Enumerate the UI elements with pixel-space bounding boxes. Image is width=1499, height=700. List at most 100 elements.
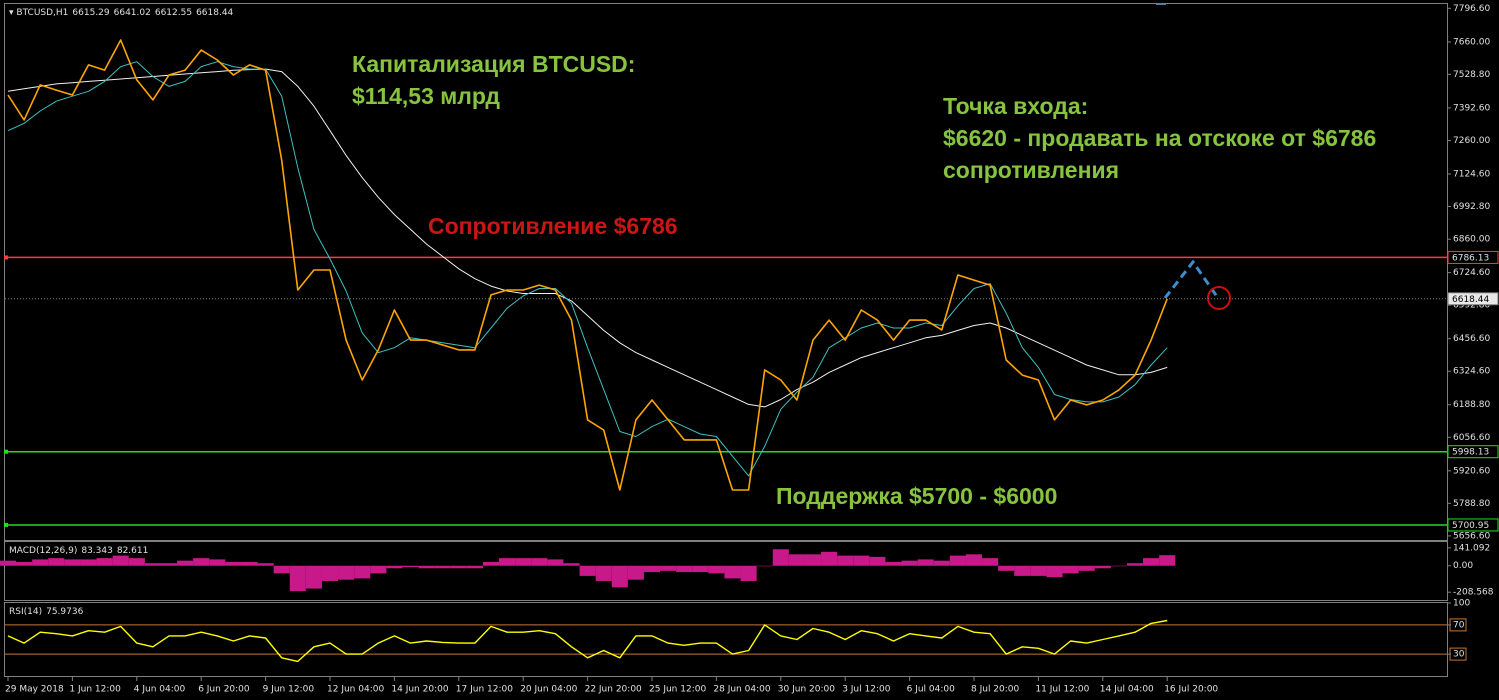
y-tick-label: 6724.60 (1453, 268, 1490, 278)
x-tick-label: 28 Jun 04:00 (713, 685, 770, 695)
macd-name: MACD(12,26,9) (9, 546, 77, 556)
macd-bar (48, 558, 65, 566)
x-tick-label: 9 Jun 12:00 (263, 685, 315, 695)
main-frame (4, 3, 1448, 541)
macd-bar (193, 558, 210, 566)
macd-bar (1078, 565, 1095, 571)
rsi-value: 75.9736 (46, 607, 83, 617)
macd-main: 83.343 (81, 546, 113, 556)
macd-bar (499, 558, 516, 566)
macd-bar (1062, 565, 1079, 574)
level-price: 6618.44 (1452, 295, 1489, 305)
macd-bar (1030, 565, 1047, 576)
macd-bar (321, 565, 339, 581)
annotation: $114,53 млрд (352, 83, 500, 109)
macd-bar (482, 561, 500, 566)
macd-bar (965, 554, 983, 566)
macd-bar (128, 558, 145, 566)
y-tick-label: 0.00 (1453, 561, 1473, 571)
rsi-line (7, 619, 1168, 663)
level-price: 5998.13 (1452, 448, 1489, 458)
macd-bar (933, 560, 950, 566)
macd-bar (273, 565, 290, 574)
macd-bar (724, 565, 741, 579)
annotation: $6620 - продавать на отскоке от $6786 (943, 125, 1376, 151)
y-tick-label: 70 (1453, 620, 1465, 630)
low: 6612.55 (155, 8, 192, 18)
y-tick-label: 30 (1453, 650, 1465, 660)
macd-bar (885, 561, 902, 566)
macd-bar (241, 561, 258, 566)
x-tick-label: 8 Jul 20:00 (971, 685, 1020, 695)
x-tick-label: 12 Jun 04:00 (327, 685, 384, 695)
macd-bar (869, 556, 886, 566)
macd-bar (1159, 555, 1176, 566)
macd-bar (949, 555, 966, 566)
x-tick-label: 4 Jun 04:00 (134, 685, 186, 695)
y-tick-label: -208.568 (1453, 588, 1494, 598)
symbol: BTCUSD,H1 (16, 8, 68, 18)
close: 6618.44 (196, 8, 233, 18)
macd-bar (1014, 565, 1031, 576)
x-tick-label: 3 Jul 12:00 (842, 685, 891, 695)
macd-bar (16, 561, 33, 566)
y-tick-label: 6860.00 (1453, 235, 1490, 245)
x-tick-label: 25 Jun 12:00 (649, 685, 706, 695)
y-tick-label: 7796.60 (1453, 4, 1490, 14)
moving-average (7, 61, 1168, 477)
macd-bar (177, 560, 194, 566)
macd-bar (579, 565, 596, 576)
macd-bar (80, 559, 97, 566)
level-marker (4, 449, 8, 454)
annotation: Капитализация BTCUSD: (352, 51, 635, 77)
macd-bar (595, 565, 612, 581)
rsi-tick-box (1449, 618, 1467, 632)
y-tick-label: 7260.00 (1453, 136, 1490, 146)
panel-frames (4, 3, 1448, 677)
macd-bar (531, 558, 548, 566)
macd-bar (708, 565, 725, 574)
macd-bar (837, 555, 854, 566)
macd-bar (1110, 565, 1127, 567)
x-tick-label: 17 Jun 12:00 (456, 685, 513, 695)
macd-frame (4, 541, 1448, 601)
level-price-box (1447, 250, 1499, 264)
annotation: Сопротивление $6786 (428, 213, 678, 239)
macd-bar (32, 559, 49, 566)
rsi-frame (4, 602, 1448, 677)
macd-bar (547, 559, 564, 566)
y-tick-label: 7528.80 (1453, 70, 1490, 80)
rsi-name: RSI(14) (9, 607, 42, 617)
macd-bar (998, 565, 1015, 571)
y-tick-label: 6324.60 (1453, 367, 1490, 377)
y-tick-label: 5788.80 (1453, 499, 1490, 509)
macd-bar (1126, 563, 1144, 566)
macd-bar (64, 559, 81, 566)
level-marker (4, 522, 8, 527)
macd-bar (144, 563, 161, 566)
macd-bar (901, 560, 918, 566)
x-tick-label: 30 Jun 20:00 (778, 685, 835, 695)
x-tick-label: 6 Jun 20:00 (198, 685, 250, 695)
macd-bar (676, 565, 693, 573)
macd-bar (692, 565, 709, 573)
macd-bar (788, 554, 805, 566)
projection-arrow (1163, 259, 1220, 299)
x-tick-label: 14 Jul 04:00 (1100, 685, 1154, 695)
macd-bar (418, 565, 435, 569)
annotation: Поддержка $5700 - $6000 (776, 483, 1057, 509)
moving-average (7, 68, 1168, 408)
macd-bar (982, 558, 999, 566)
macd-bar (112, 555, 129, 566)
level-price: 5700.95 (1452, 521, 1489, 531)
x-tick-label: 11 Jul 12:00 (1035, 685, 1089, 695)
high: 6641.02 (114, 8, 151, 18)
x-tick-label: 1 Jun 12:00 (69, 685, 121, 695)
level-price-box (1447, 518, 1499, 532)
macd-bar (756, 565, 773, 567)
macd-bar (821, 551, 838, 566)
y-tick-label: 6056.60 (1453, 433, 1490, 443)
macd-bar (772, 549, 789, 566)
x-tick-label: 29 May 2018 (5, 685, 64, 695)
